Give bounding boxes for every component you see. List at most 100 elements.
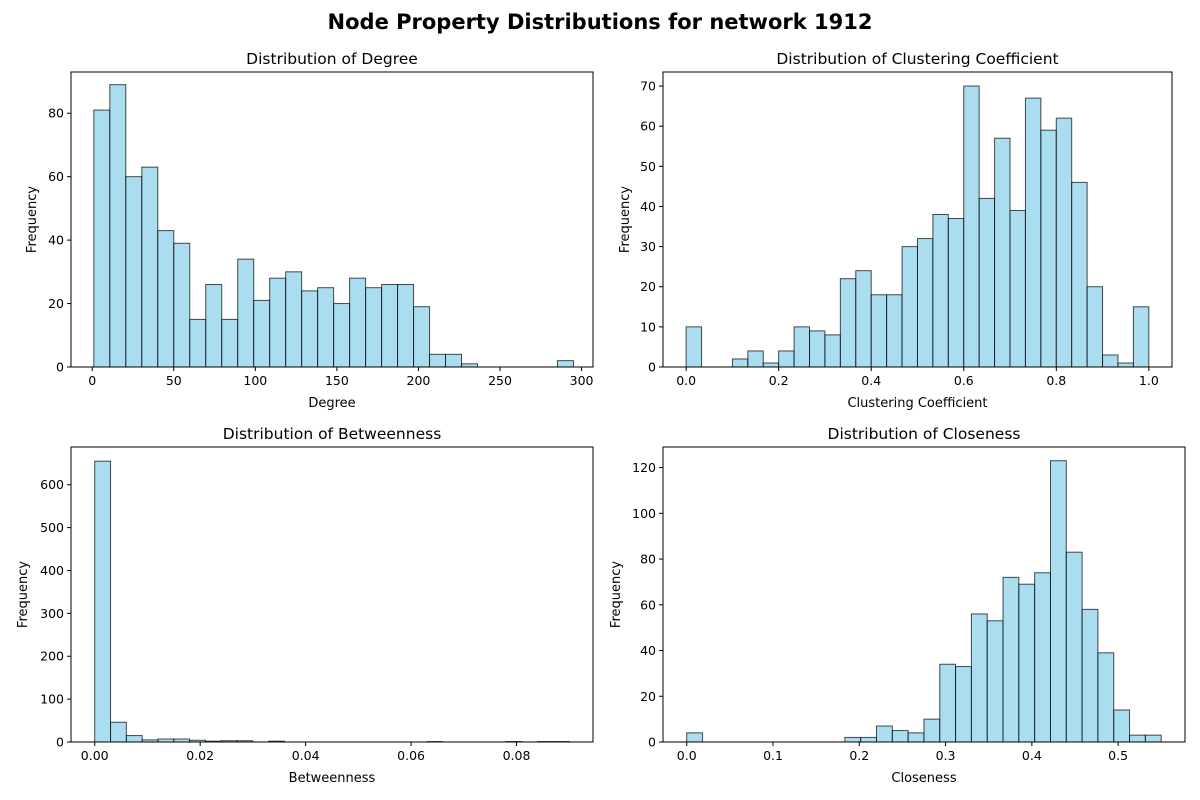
histogram-bar bbox=[109, 84, 127, 368]
histogram-bar bbox=[731, 358, 749, 368]
histogram-bar bbox=[923, 718, 941, 743]
histogram-bar bbox=[963, 85, 980, 368]
y-tick-label: 300 bbox=[40, 606, 64, 621]
y-tick-label: 0 bbox=[648, 735, 656, 750]
y-tick-label: 100 bbox=[632, 506, 656, 521]
histogram-bar bbox=[317, 287, 335, 368]
histogram-bar bbox=[685, 326, 703, 368]
histogram-bar bbox=[1113, 709, 1131, 743]
y-tick-label: 20 bbox=[640, 689, 656, 704]
y-axis-label: Frequency bbox=[609, 561, 624, 628]
histogram-bar bbox=[221, 318, 239, 368]
histogram-bar bbox=[855, 270, 872, 368]
x-tick-label: 250 bbox=[488, 373, 512, 388]
y-tick-label: 80 bbox=[640, 552, 656, 567]
histogram-bar bbox=[1055, 117, 1073, 368]
histogram-bar bbox=[445, 353, 463, 368]
histogram-bar bbox=[1081, 608, 1099, 743]
x-tick-label: 1.0 bbox=[1139, 373, 1159, 388]
x-tick-label: 0.02 bbox=[186, 748, 214, 763]
y-tick-label: 50 bbox=[640, 159, 656, 174]
histogram-bar bbox=[809, 330, 826, 368]
y-tick-label: 0 bbox=[56, 735, 64, 750]
histogram-bar bbox=[365, 287, 383, 368]
y-tick-label: 500 bbox=[40, 520, 64, 535]
histogram-bar bbox=[778, 350, 795, 368]
x-tick-label: 150 bbox=[325, 373, 349, 388]
histogram-bar bbox=[1024, 97, 1042, 368]
y-tick-label: 60 bbox=[640, 119, 656, 134]
y-axis-label: Frequency bbox=[16, 561, 31, 628]
histogram-bar bbox=[1132, 306, 1150, 368]
histogram-bar bbox=[253, 299, 271, 368]
chart-degree: 0 50 100 150 200 250 300 0 20 40 60 80 Distribution … bbox=[25, 50, 594, 411]
y-tick-label: 70 bbox=[640, 79, 656, 94]
histogram-bar bbox=[901, 246, 918, 368]
histogram-bar bbox=[397, 284, 415, 368]
x-tick-label: 0.08 bbox=[503, 748, 531, 763]
histogram-bar bbox=[839, 278, 857, 368]
histogram-bar bbox=[173, 242, 191, 368]
y-axis-label: Frequency bbox=[618, 186, 633, 253]
histogram-bar bbox=[1129, 734, 1146, 743]
y-tick-label: 0 bbox=[56, 360, 64, 375]
histogram-bar bbox=[1018, 583, 1036, 743]
histogram-bar bbox=[110, 721, 127, 743]
x-tick-label: 0.2 bbox=[769, 373, 789, 388]
y-tick-label: 30 bbox=[640, 239, 656, 254]
histogram-bar bbox=[793, 326, 811, 368]
histogram-bar bbox=[1002, 576, 1020, 743]
x-tick-label: 0.5 bbox=[1108, 748, 1128, 763]
histogram-bar bbox=[189, 318, 207, 368]
histogram-bar bbox=[1097, 652, 1115, 743]
histogram-bar bbox=[978, 197, 996, 368]
y-tick-label: 20 bbox=[640, 279, 656, 294]
histogram-bar bbox=[349, 277, 367, 368]
histogram-bar bbox=[860, 736, 878, 743]
histogram-bar bbox=[762, 362, 780, 368]
histogram-bar bbox=[1009, 209, 1026, 368]
histogram-bar bbox=[1117, 362, 1134, 368]
x-axis-label: Betweenness bbox=[289, 771, 376, 786]
histogram-bar bbox=[157, 230, 175, 368]
histogram-bar bbox=[301, 290, 319, 368]
chart-betweenness: 0.00 0.02 0.04 0.06 0.08 0 100 200 300 400 500 600 D… bbox=[16, 425, 594, 786]
x-axis-label: Clustering Coefficient bbox=[847, 396, 987, 411]
histogram-bar bbox=[1034, 572, 1051, 743]
histogram-bar bbox=[125, 176, 143, 368]
histogram-bar bbox=[876, 725, 893, 743]
plot-frame bbox=[662, 446, 1186, 743]
histogram-bar bbox=[1065, 551, 1083, 743]
x-tick-label: 0.4 bbox=[861, 373, 881, 388]
y-tick-label: 600 bbox=[40, 477, 64, 492]
x-tick-label: 0 bbox=[88, 373, 96, 388]
plot-frame bbox=[662, 71, 1173, 368]
y-tick-label: 40 bbox=[640, 643, 656, 658]
y-tick-label: 400 bbox=[40, 563, 64, 578]
histogram-bar bbox=[1102, 354, 1119, 368]
histogram-bar bbox=[1071, 181, 1088, 368]
subplot-title: Distribution of Clustering Coefficient bbox=[776, 50, 1058, 68]
histogram-bar bbox=[916, 238, 934, 368]
x-tick-label: 100 bbox=[243, 373, 267, 388]
plot-frame bbox=[70, 71, 594, 368]
histogram-bar bbox=[556, 360, 574, 368]
histogram-bar bbox=[413, 306, 431, 368]
histogram-bar bbox=[141, 166, 159, 368]
histogram-bar bbox=[94, 460, 112, 743]
y-tick-label: 20 bbox=[48, 296, 64, 311]
y-tick-label: 60 bbox=[48, 169, 64, 184]
x-tick-label: 0.00 bbox=[81, 748, 109, 763]
y-tick-label: 0 bbox=[648, 360, 656, 375]
x-tick-label: 0.1 bbox=[763, 748, 783, 763]
histogram-bar bbox=[886, 294, 903, 368]
histogram-bar bbox=[970, 613, 988, 743]
y-tick-label: 40 bbox=[640, 199, 656, 214]
histogram-bar bbox=[93, 109, 111, 368]
x-tick-label: 0.0 bbox=[677, 748, 697, 763]
histogram-bar bbox=[1086, 286, 1104, 368]
histogram-bar bbox=[1049, 460, 1067, 743]
y-tick-label: 40 bbox=[48, 233, 64, 248]
histogram-bar bbox=[907, 732, 925, 743]
histogram-bar bbox=[747, 350, 764, 368]
